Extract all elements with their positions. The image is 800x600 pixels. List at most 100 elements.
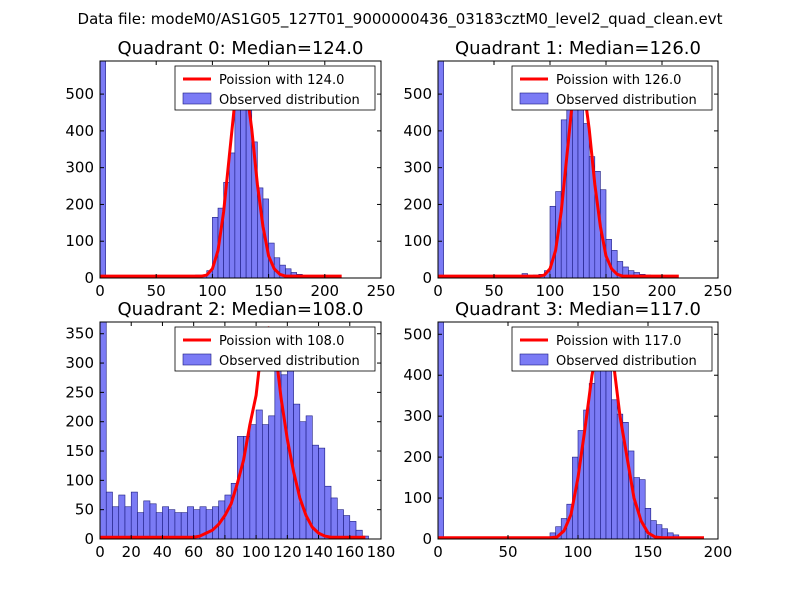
poisson-curve <box>100 72 342 278</box>
y-tick-label: 500 <box>65 85 94 103</box>
y-tick-label: 250 <box>65 383 94 401</box>
histogram-bar <box>299 421 307 539</box>
histogram-bar <box>124 506 132 539</box>
x-tick-label: 50 <box>147 282 166 300</box>
histogram-bar <box>611 399 618 539</box>
histogram-bar <box>318 447 326 539</box>
histogram-bar <box>130 491 138 539</box>
histogram-bar <box>438 322 444 539</box>
legend-bar-swatch <box>182 92 212 105</box>
x-tick-label: 180 <box>367 543 396 561</box>
y-tick-label: 350 <box>65 325 94 343</box>
histogram-bar <box>174 512 182 539</box>
histogram-bar <box>193 509 201 539</box>
y-tick-label: 150 <box>65 442 94 460</box>
x-tick-label: 100 <box>198 282 227 300</box>
x-tick-label: 100 <box>242 543 271 561</box>
y-tick-label: 500 <box>403 85 432 103</box>
histogram-bar <box>224 494 232 539</box>
y-tick-label: 50 <box>75 501 94 519</box>
histogram-bar <box>262 424 269 539</box>
y-tick-label: 100 <box>403 232 432 250</box>
legend-bar-swatch <box>519 353 549 366</box>
x-tick-label: 150 <box>254 282 283 300</box>
y-tick-label: 200 <box>403 448 432 466</box>
axes-frame <box>99 60 382 279</box>
histogram-bar <box>187 506 194 539</box>
x-tick-label: 50 <box>498 543 517 561</box>
histogram-bar <box>237 436 244 539</box>
legend-bar-swatch <box>182 353 212 366</box>
histogram-bar <box>155 512 163 539</box>
y-tick-label: 200 <box>65 413 94 431</box>
histogram-bar <box>438 61 444 278</box>
histogram-bar <box>112 506 120 539</box>
x-tick-label: 0 <box>433 543 443 561</box>
y-tick-label: 300 <box>65 159 94 177</box>
y-tick-label: 0 <box>422 269 432 287</box>
subplot-title: Quadrant 2: Median=108.0 <box>118 299 364 320</box>
histogram-bar <box>162 506 169 539</box>
y-tick-label: 400 <box>403 122 432 140</box>
subplot-quadrant-3: Quadrant 3: Median=117.0 0 50 100 150 200 0 100… <box>403 299 732 561</box>
x-tick-label: 40 <box>153 543 172 561</box>
legend-label-observed: Observed distribution <box>556 93 697 108</box>
histogram-bar <box>583 123 590 278</box>
x-tick-label: 80 <box>215 543 234 561</box>
legend: Poission with 117.0 Observed distribution <box>511 326 713 372</box>
histogram-bar <box>324 485 332 539</box>
y-tick-label: 100 <box>65 232 94 250</box>
legend-label-poisson: Poission with 124.0 <box>219 73 344 88</box>
subplot-grid: Quadrant 0: Median=124.00 50 100 150 200 2500… <box>65 38 732 561</box>
histogram-bar <box>343 515 351 539</box>
histogram-bar <box>100 61 106 278</box>
histogram-bar <box>268 415 276 539</box>
axes-frame <box>437 60 719 279</box>
histogram-bar <box>180 512 188 539</box>
legend: Poission with 126.0 Observed distribution <box>511 65 713 111</box>
x-tick-label: 200 <box>704 543 733 561</box>
legend-label-observed: Observed distribution <box>219 93 360 108</box>
y-tick-label: 400 <box>65 122 94 140</box>
histogram-bar <box>137 512 145 539</box>
x-tick-label: 0 <box>95 543 105 561</box>
histogram-bar <box>212 506 219 539</box>
subplot-title: Quadrant 1: Median=126.0 <box>455 38 701 59</box>
x-tick-label: 150 <box>592 282 621 300</box>
histogram-bar <box>588 383 596 539</box>
legend-box <box>511 326 713 372</box>
x-tick-label: 0 <box>95 282 105 300</box>
histogram-bar <box>118 494 126 539</box>
histogram-bar <box>312 444 319 539</box>
y-tick-label: 200 <box>403 195 432 213</box>
legend: Poission with 108.0 Observed distribution <box>174 326 376 372</box>
histogram-bar <box>249 424 257 539</box>
y-tick-label: 0 <box>84 530 94 548</box>
x-tick-label: 0 <box>433 282 443 300</box>
histogram-bar <box>639 479 646 539</box>
histogram-bar <box>234 86 241 278</box>
y-tick-label: 200 <box>65 195 94 213</box>
figure-suptitle: Data file: modeM0/AS1G05_127T01_90000004… <box>78 10 723 29</box>
poisson-curve <box>438 72 679 278</box>
histogram-bar <box>143 500 151 539</box>
histogram-bar <box>330 497 338 539</box>
histogram-bar <box>100 322 107 539</box>
histogram-bar <box>168 509 176 539</box>
subplot-quadrant-1: Quadrant 1: Median=126.0 0 50 100 150 200 250 0… <box>403 38 732 300</box>
histogram-bar <box>228 152 236 278</box>
histogram-bar <box>255 409 263 539</box>
histogram-bar <box>577 106 584 278</box>
x-tick-label: 20 <box>122 543 141 561</box>
subplot-title: Quadrant 3: Median=117.0 <box>455 299 701 320</box>
axes-frame <box>99 321 382 540</box>
x-tick-label: 160 <box>335 543 364 561</box>
x-tick-label: 200 <box>310 282 339 300</box>
legend: Poission with 124.0 Observed distribution <box>174 65 376 111</box>
histogram-bar <box>605 368 612 539</box>
legend-label-observed: Observed distribution <box>219 354 360 369</box>
x-tick-label: 60 <box>184 543 203 561</box>
histogram-bar <box>205 509 213 539</box>
y-tick-label: 500 <box>403 325 432 343</box>
y-tick-label: 300 <box>65 354 94 372</box>
